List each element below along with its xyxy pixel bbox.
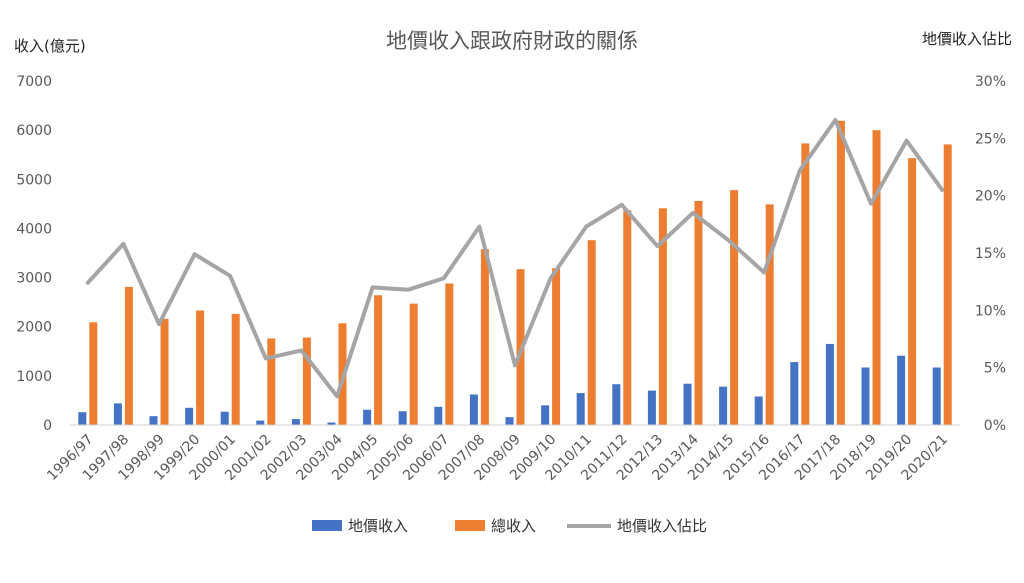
total-revenue-bar [409, 303, 418, 425]
x-axis-ticks: 1996/971997/981998/991999/202000/012001/… [44, 431, 951, 484]
left-tick-label: 7000 [16, 74, 52, 90]
land-revenue-bar [469, 394, 478, 425]
total-revenue-bar [872, 130, 881, 425]
total-revenue-bar [623, 210, 632, 425]
land-revenue-share-line [85, 117, 945, 399]
legend-land-revenue-swatch [312, 520, 342, 531]
land-revenue-bar [754, 396, 763, 425]
land-revenue-bar [647, 390, 656, 425]
land-revenue-bar [434, 406, 443, 425]
line-layer [85, 117, 945, 399]
total-revenue-bar [302, 337, 311, 425]
land-revenue-bar [576, 393, 585, 425]
left-tick-label: 5000 [16, 172, 52, 188]
total-revenue-bar [836, 120, 845, 425]
land-revenue-bar [113, 403, 122, 425]
total-revenue-bar [694, 200, 703, 425]
land-revenue-bar [861, 367, 870, 425]
legend-total-revenue-label: 總收入 [491, 517, 536, 535]
land-revenue-bar [185, 407, 194, 425]
right-axis-title: 地價收入佔比 [922, 30, 1012, 48]
land-revenue-bar [149, 416, 158, 425]
right-tick-label: 10% [975, 303, 1006, 319]
left-axis-title: 收入(億元) [14, 37, 86, 55]
land-revenue-bar [825, 343, 834, 425]
left-tick-label: 1000 [16, 369, 52, 385]
land-revenue-bar [327, 422, 336, 425]
left-tick-label: 2000 [16, 320, 52, 336]
land-revenue-bar [541, 405, 550, 425]
land-revenue-bar [398, 411, 407, 425]
land-revenue-bar [719, 386, 728, 425]
land-revenue-bar [897, 355, 906, 425]
legend-land-revenue-label: 地價收入 [348, 517, 408, 535]
right-tick-label: 25% [975, 131, 1006, 147]
legend: 地價收入 總收入 地價收入佔比 [312, 517, 707, 535]
land-revenue-bar [612, 384, 621, 425]
legend-total-revenue-swatch [455, 520, 485, 531]
land-revenue-bar [683, 383, 692, 425]
total-revenue-bar [445, 283, 454, 425]
land-revenue-bar [78, 412, 87, 425]
total-revenue-bar [480, 249, 489, 425]
left-tick-label: 3000 [16, 271, 52, 287]
right-tick-label: 30% [975, 74, 1006, 90]
chart-title: 地價收入跟政府財政的關係 [386, 29, 638, 53]
left-tick-label: 6000 [16, 123, 52, 139]
bar-group [78, 120, 952, 425]
total-revenue-bar [160, 318, 169, 425]
left-tick-label: 4000 [16, 221, 52, 237]
total-revenue-bar [801, 143, 810, 425]
right-tick-label: 20% [975, 189, 1006, 205]
total-revenue-bar [89, 322, 98, 425]
right-tick-label: 15% [975, 246, 1006, 262]
land-revenue-bar [790, 362, 799, 425]
land-revenue-bar [291, 419, 300, 425]
left-tick-label: 0 [43, 418, 52, 434]
land-revenue-bar [220, 411, 229, 425]
right-tick-label: 5% [984, 361, 1006, 377]
total-revenue-bar [267, 338, 276, 425]
total-revenue-bar [552, 268, 561, 425]
total-revenue-bar [124, 286, 133, 425]
legend-share-label: 地價收入佔比 [617, 517, 707, 535]
total-revenue-bar [374, 295, 383, 425]
total-revenue-bar [231, 313, 240, 425]
total-revenue-bar [658, 208, 667, 425]
land-revenue-bar [932, 367, 941, 425]
total-revenue-bar [765, 204, 774, 425]
total-revenue-bar [943, 144, 952, 425]
right-tick-label: 0% [984, 418, 1006, 434]
land-revenue-bar [363, 409, 372, 425]
total-revenue-bar [587, 240, 596, 425]
total-revenue-bar [730, 190, 739, 425]
land-revenue-bar [505, 417, 514, 425]
right-axis-ticks: 0% 5% 10% 15% 20% 25% 30% [975, 74, 1006, 434]
left-axis-ticks: 0 1000 2000 3000 4000 5000 6000 7000 [16, 74, 52, 434]
total-revenue-bar [908, 158, 917, 425]
total-revenue-bar [196, 310, 205, 425]
land-revenue-bar [256, 420, 265, 425]
